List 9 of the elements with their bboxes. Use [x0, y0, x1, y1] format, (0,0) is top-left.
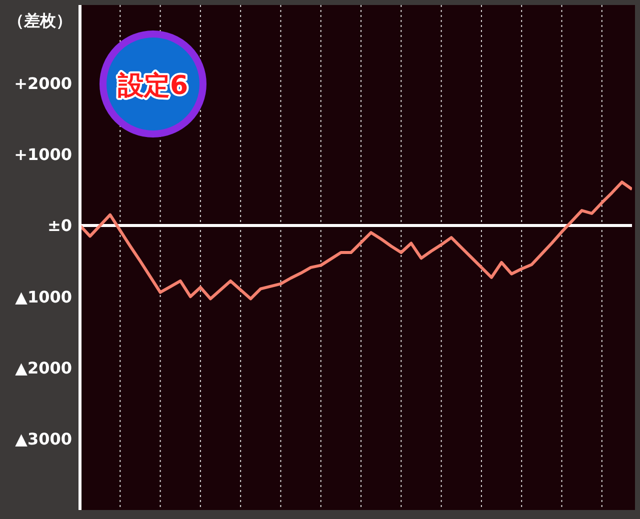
line-series — [80, 180, 632, 300]
y-tick-label: ▲2000 — [15, 358, 72, 378]
y-tick-label: ▲1000 — [15, 287, 72, 306]
y-tick-label: ±0 — [47, 216, 72, 236]
y-tick-label: +2000 — [14, 74, 72, 93]
y-tick-label: ▲3000 — [15, 430, 72, 449]
y-axis-title: （差枚） — [7, 10, 73, 32]
y-tick-label: +1000 — [14, 145, 72, 164]
text: 設定6 — [116, 71, 188, 101]
